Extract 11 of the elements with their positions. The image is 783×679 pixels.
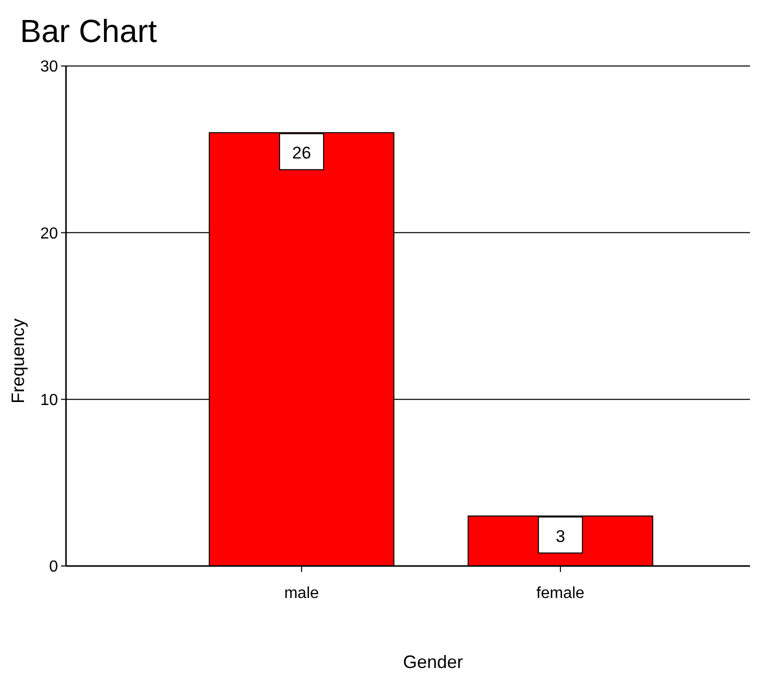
y-axis-title: Frequency [8, 318, 28, 404]
y-tick-label: 30 [40, 58, 58, 76]
x-axis-title: Gender [402, 652, 464, 672]
y-tick-label: 0 [49, 558, 58, 576]
data-label: 26 [292, 144, 312, 163]
y-tick-label: 20 [40, 225, 58, 242]
chart-title: Bar Chart [20, 13, 158, 49]
x-tick-label: male [284, 585, 320, 602]
x-tick-label: female [536, 585, 585, 602]
data-label: 3 [556, 527, 566, 546]
y-tick-label: 10 [40, 392, 58, 409]
